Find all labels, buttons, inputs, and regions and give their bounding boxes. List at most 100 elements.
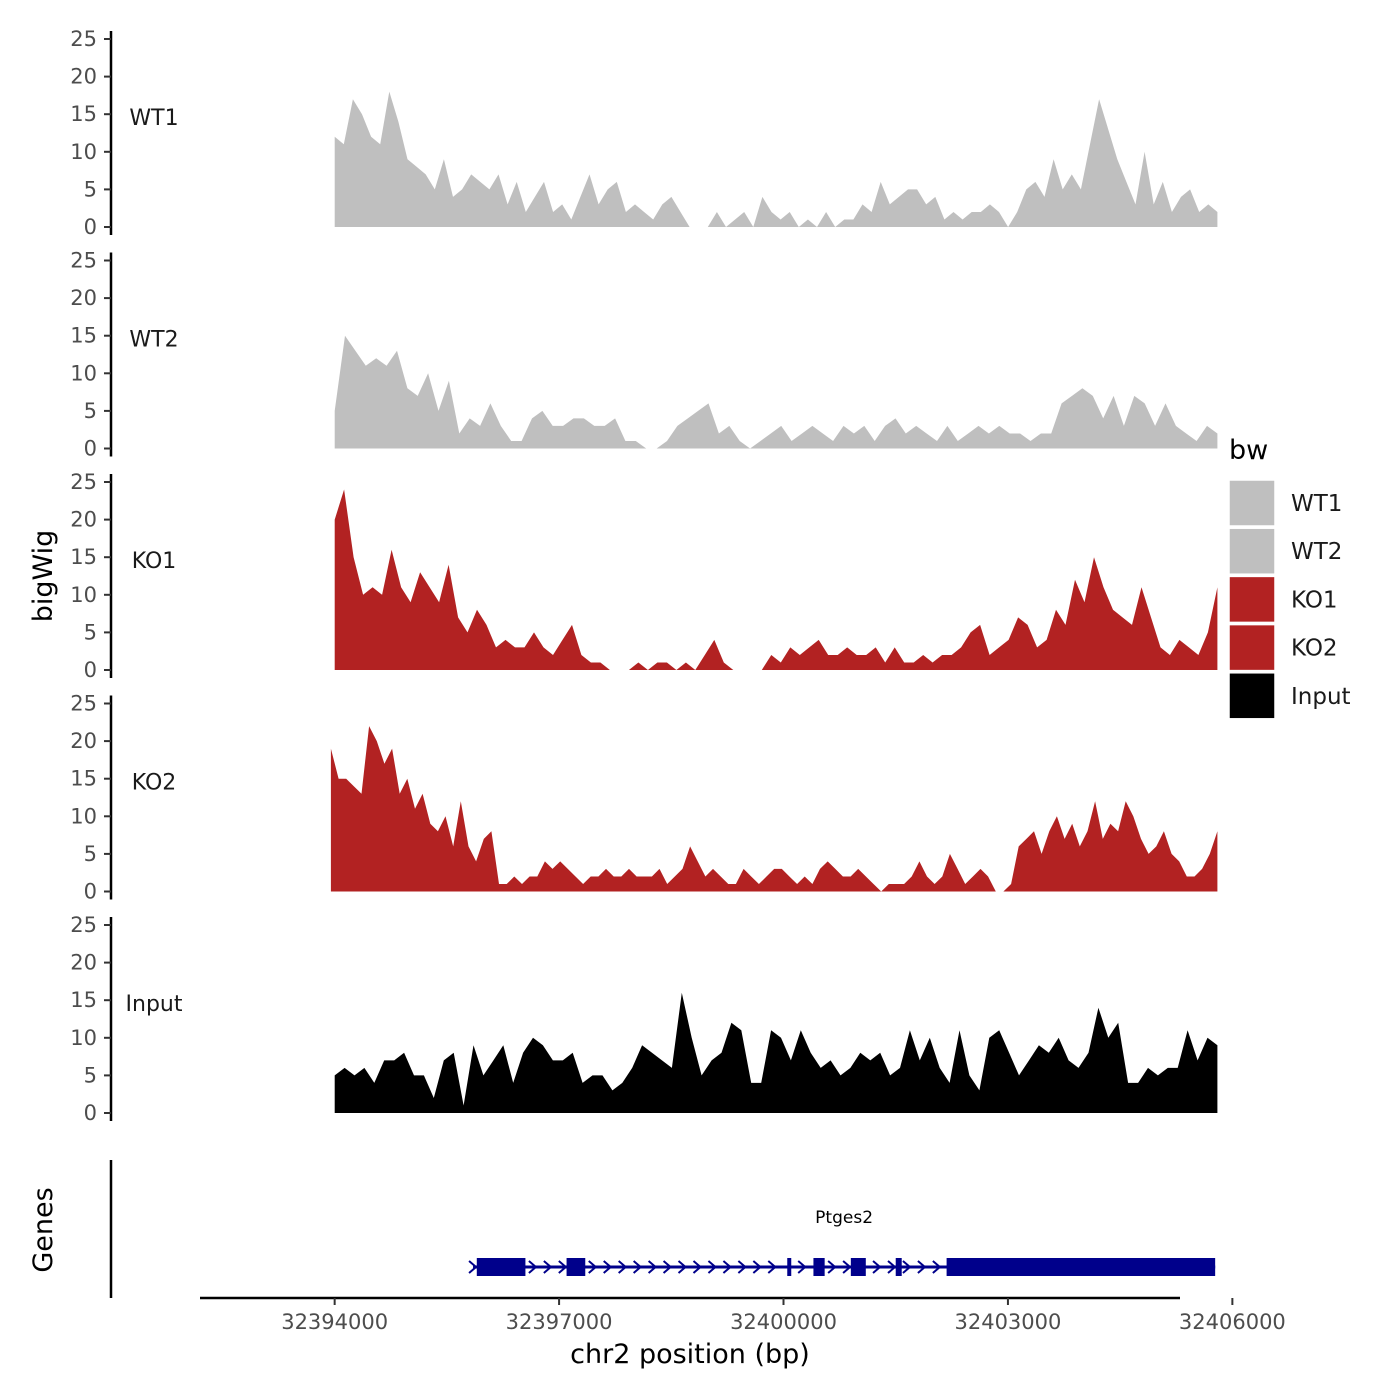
strand-arrow	[872, 1260, 882, 1274]
gene-label: Ptges2	[815, 1208, 873, 1228]
y-tick-label: 15	[70, 545, 97, 569]
y-tick-label: 15	[70, 102, 97, 126]
y-tick-label: 25	[70, 913, 97, 937]
strand-arrow	[632, 1260, 643, 1274]
x-tick-label: 32403000	[954, 1310, 1061, 1334]
y-tick-label: 15	[70, 988, 97, 1012]
strand-arrow	[767, 1260, 777, 1274]
track-ko1: 0 5 10 15 20 25 KO1	[70, 470, 1218, 682]
y-tick-label: 20	[70, 65, 97, 89]
y-tick-label: 20	[70, 286, 97, 310]
y-tick-label: 20	[70, 508, 97, 532]
x-tick-label: 32397000	[506, 1310, 613, 1334]
strand-arrow	[932, 1260, 942, 1274]
x-tick-label: 32406000	[1179, 1310, 1286, 1334]
track-label: KO1	[132, 549, 177, 574]
track-label: Input	[126, 992, 183, 1017]
y-tick-label: 0	[84, 658, 97, 682]
coverage-area-ko2	[330, 726, 1218, 892]
strand-arrow	[737, 1260, 747, 1274]
strand-arrow	[558, 1260, 568, 1274]
strand-arrow	[603, 1260, 613, 1274]
strand-arrow	[468, 1260, 478, 1274]
y-tick-label: 0	[84, 1101, 97, 1125]
y-tick-label: 15	[70, 767, 97, 791]
y-tick-label: 5	[84, 620, 97, 644]
y-tick-label: 15	[70, 324, 97, 348]
gene-exon	[895, 1258, 902, 1276]
gene-exon	[946, 1258, 1216, 1276]
track-label: WT2	[129, 328, 178, 353]
legend-swatch-ko1	[1228, 575, 1276, 624]
x-axis-title: chr2 position (bp)	[570, 1339, 810, 1370]
y-tick-label: 25	[70, 249, 97, 273]
track-label: KO2	[132, 771, 177, 796]
coverage-area-wt1	[334, 91, 1218, 227]
genes-axis-title: Genes	[28, 1187, 59, 1272]
strand-arrow	[543, 1260, 553, 1274]
coverage-area-wt2	[334, 335, 1218, 449]
strand-arrow	[797, 1260, 807, 1274]
y-tick-label: 5	[84, 842, 97, 866]
x-axis: 32394000 32397000 32400000 32403000 32406000	[200, 1296, 1286, 1334]
legend: bw WT1 WT2 KO1 KO2 Input	[1228, 435, 1351, 720]
y-tick-label: 5	[84, 399, 97, 423]
y-tick-label: 25	[70, 470, 97, 494]
strand-arrow	[647, 1260, 658, 1274]
strand-arrow	[677, 1260, 688, 1274]
y-tick-label: 10	[70, 804, 97, 828]
strand-arrow	[618, 1260, 628, 1274]
strand-arrow	[842, 1260, 852, 1274]
strand-arrow	[692, 1260, 703, 1274]
y-tick-label: 0	[84, 215, 97, 239]
y-tick-label: 5	[84, 177, 97, 201]
legend-swatch-ko2	[1228, 623, 1276, 672]
y-tick-label: 20	[70, 729, 97, 753]
strand-arrow	[887, 1260, 897, 1274]
legend-swatch-wt2	[1228, 527, 1276, 575]
x-tick-label: 32400000	[730, 1310, 837, 1334]
strand-arrow	[902, 1260, 912, 1274]
track-input: 0 5 10 15 20 25 Input	[70, 913, 1218, 1125]
legend-label-input: Input	[1291, 684, 1351, 710]
x-tick-label: 32394000	[281, 1310, 388, 1334]
y-axis-title: bigWig	[28, 530, 59, 623]
y-tick-label: 10	[70, 1026, 97, 1050]
strand-arrow	[707, 1260, 717, 1274]
strand-arrow	[528, 1260, 538, 1274]
y-tick-label: 5	[84, 1063, 97, 1087]
gene-exon	[476, 1258, 526, 1276]
coverage-tracks: 0510152025WT10510152025WT20510152025KO10…	[70, 27, 1218, 1125]
strand-arrow	[588, 1260, 598, 1274]
coverage-area-input	[334, 992, 1218, 1113]
strand-arrow	[917, 1260, 927, 1274]
y-tick-label: 20	[70, 951, 97, 975]
track-label: WT1	[129, 106, 178, 131]
legend-label-wt2: WT2	[1291, 539, 1342, 565]
y-tick-label: 25	[70, 692, 97, 716]
y-tick-label: 0	[84, 437, 97, 461]
gene-exon	[850, 1258, 866, 1276]
strand-arrow	[752, 1260, 762, 1274]
strand-arrow	[827, 1260, 837, 1274]
legend-label-wt1: WT1	[1291, 491, 1342, 517]
track-wt1: 0 5 10 15 20 25 WT1	[70, 27, 1218, 239]
y-tick-label: 0	[84, 880, 97, 904]
strand-arrow	[662, 1260, 673, 1274]
y-tick-label: 10	[70, 583, 97, 607]
track-ko2: 0 5 10 15 20 25 KO2	[70, 692, 1218, 904]
legend-label-ko1: KO1	[1291, 587, 1338, 613]
coverage-area-ko1	[334, 489, 1218, 670]
y-tick-label: 25	[70, 27, 97, 51]
legend-label-ko2: KO2	[1291, 636, 1338, 662]
y-tick-label: 10	[70, 140, 97, 164]
strand-arrow	[722, 1260, 732, 1274]
y-tick-label: 10	[70, 361, 97, 385]
gene-exon	[787, 1258, 792, 1276]
legend-swatch-wt1	[1228, 479, 1276, 527]
legend-title: bw	[1229, 435, 1268, 466]
track-wt2: 0 5 10 15 20 25 WT2	[70, 249, 1218, 461]
gene-exon	[566, 1258, 586, 1276]
genes-panel: Ptges2	[109, 1160, 1216, 1298]
